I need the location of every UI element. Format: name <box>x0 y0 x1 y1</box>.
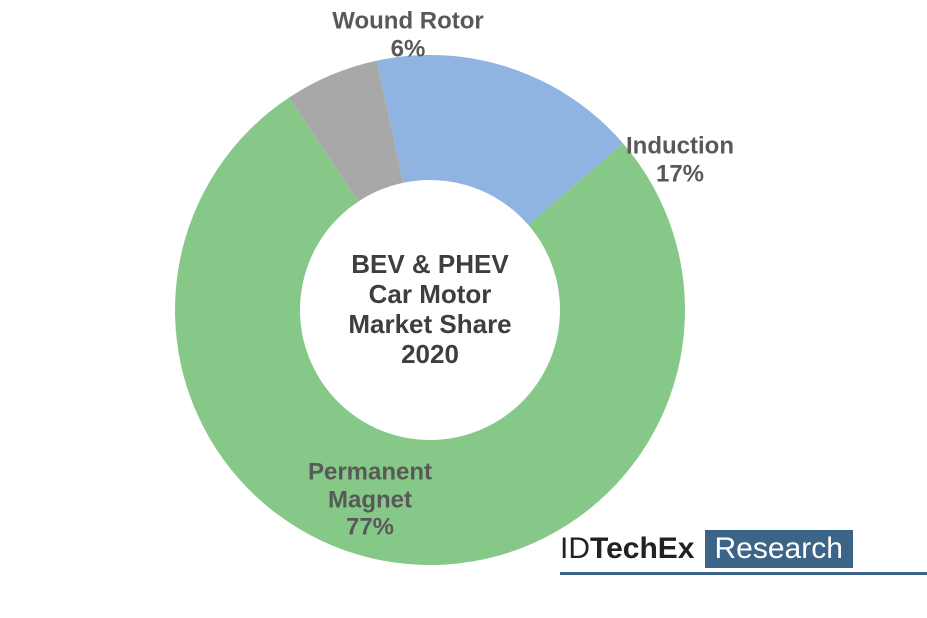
chart-center-title: BEV & PHEV Car Motor Market Share 2020 <box>348 250 511 370</box>
slice-label-permanent-magnet: Permanent Magnet 77% <box>308 459 432 542</box>
donut-chart-container: Wound Rotor 6% Induction 17% Permanent Mag… <box>0 0 927 618</box>
slice-label-induction: Induction 17% <box>626 132 734 187</box>
brand-bold: TechEx <box>590 532 695 565</box>
brand-research-box: Research <box>705 530 853 568</box>
brand-underline <box>560 572 927 575</box>
brand-prefix: ID <box>560 532 590 565</box>
brand-name: IDTechEx <box>560 530 699 568</box>
slice-label-wound-rotor: Wound Rotor 6% <box>332 7 484 62</box>
brand-logo: IDTechEx Research <box>560 530 853 568</box>
